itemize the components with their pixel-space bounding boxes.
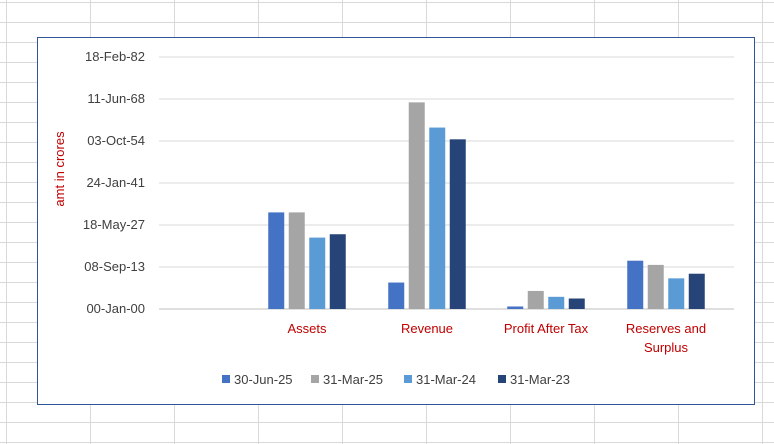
legend: 30-Jun-25 31-Mar-25 31-Mar-24 31-Mar-23 xyxy=(222,372,570,387)
x-category-label: Reserves and Surplus xyxy=(626,321,706,355)
bar xyxy=(668,278,685,309)
bar-chart: 00-Jan-00 08-Sep-13 18-May-27 24-Jan-41 03-O… xyxy=(52,49,734,387)
legend-label: 31-Mar-25 xyxy=(323,372,383,387)
legend-label: 30-Jun-25 xyxy=(234,372,293,387)
bar xyxy=(429,127,446,309)
bar xyxy=(548,296,565,309)
bar xyxy=(388,282,405,309)
legend-label: 31-Mar-24 xyxy=(416,372,476,387)
x-category-label: Assets xyxy=(287,321,327,336)
y-tick-label: 24-Jan-41 xyxy=(86,175,145,190)
y-tick-label: 18-Feb-82 xyxy=(85,49,145,64)
legend-swatch xyxy=(311,375,319,383)
bar xyxy=(647,264,664,309)
bar xyxy=(449,139,466,309)
bar xyxy=(507,306,524,309)
y-axis-ticks: 00-Jan-00 08-Sep-13 18-May-27 24-Jan-41 03-O… xyxy=(83,49,145,316)
bar xyxy=(309,237,326,309)
x-category-label: Revenue xyxy=(401,321,453,336)
y-tick-label: 08-Sep-13 xyxy=(84,259,145,274)
gridlines xyxy=(159,56,734,310)
bar xyxy=(688,273,705,309)
y-tick-label: 03-Oct-54 xyxy=(87,133,145,148)
legend-swatch xyxy=(222,375,230,383)
bar xyxy=(268,212,285,309)
chart-area: 00-Jan-00 08-Sep-13 18-May-27 24-Jan-41 03-O… xyxy=(37,37,755,405)
bars xyxy=(268,102,705,309)
x-axis-categories: Assets Revenue Profit After Tax Reserves an… xyxy=(287,321,706,355)
bar xyxy=(329,234,346,309)
y-tick-label: 11-Jun-68 xyxy=(87,91,145,106)
legend-swatch xyxy=(404,375,412,383)
bar xyxy=(408,102,425,309)
x-category-label: Profit After Tax xyxy=(504,321,589,336)
bar xyxy=(288,212,305,309)
y-tick-label: 00-Jan-00 xyxy=(86,301,145,316)
legend-swatch xyxy=(498,375,506,383)
y-axis-label: amt in crores xyxy=(52,131,67,207)
y-tick-label: 18-May-27 xyxy=(83,217,145,232)
bar xyxy=(527,290,544,309)
bar xyxy=(627,260,644,309)
legend-label: 31-Mar-23 xyxy=(510,372,570,387)
bar xyxy=(568,298,585,309)
